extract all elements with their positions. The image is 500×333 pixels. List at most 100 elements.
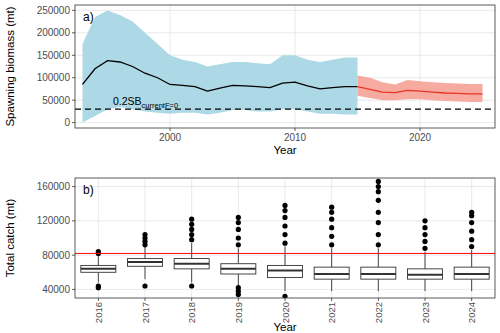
whisker-upper xyxy=(238,248,239,263)
tick xyxy=(72,32,75,33)
median xyxy=(221,268,256,270)
outlier xyxy=(189,232,194,237)
ribbon xyxy=(358,75,483,101)
outlier xyxy=(189,227,194,232)
outlier xyxy=(469,229,474,234)
box xyxy=(174,259,209,269)
plot-area xyxy=(75,10,495,122)
outlier xyxy=(469,220,474,225)
figure: 050000100000150000200000250000Spawning b… xyxy=(0,0,500,333)
tick xyxy=(170,128,171,131)
whisker-lower xyxy=(98,272,99,282)
tick xyxy=(285,298,286,301)
plot-background xyxy=(75,5,495,128)
tick xyxy=(295,128,296,131)
whisker-upper xyxy=(378,248,379,267)
outlier xyxy=(469,210,474,215)
outlier xyxy=(142,232,147,237)
box xyxy=(81,265,116,272)
outlier xyxy=(422,225,427,230)
outlier xyxy=(376,198,381,203)
outlier xyxy=(329,225,334,230)
whisker-upper xyxy=(471,250,472,267)
outlier xyxy=(189,222,194,227)
outlier xyxy=(376,179,381,184)
x-axis-title: Year xyxy=(273,321,296,333)
outlier xyxy=(376,232,381,237)
reference-line xyxy=(75,109,495,110)
plot-frame xyxy=(75,5,495,128)
tick-label: 2010 xyxy=(284,132,307,143)
tick xyxy=(72,255,75,256)
box xyxy=(408,269,443,279)
outlier xyxy=(236,220,241,225)
whisker-lower xyxy=(145,266,146,279)
reference-label-main: 0.2SB xyxy=(113,95,142,107)
outlier xyxy=(236,285,241,290)
tick xyxy=(98,298,99,301)
outlier xyxy=(329,234,334,239)
tick xyxy=(72,289,75,290)
tick xyxy=(238,298,239,301)
outlier xyxy=(329,205,334,210)
whisker-upper xyxy=(331,248,332,267)
outlier xyxy=(236,227,241,232)
outlier xyxy=(142,283,147,288)
outlier xyxy=(422,239,427,244)
grid-line xyxy=(98,178,99,298)
whisker-upper xyxy=(285,247,286,266)
ribbon xyxy=(83,10,358,122)
box xyxy=(454,267,489,279)
tick xyxy=(420,128,421,131)
median xyxy=(81,268,116,270)
tick xyxy=(72,186,75,187)
outlier xyxy=(376,184,381,189)
outlier xyxy=(469,237,474,242)
median xyxy=(454,273,489,275)
panel-label: b) xyxy=(83,183,94,197)
box xyxy=(361,267,396,279)
box xyxy=(128,259,163,267)
outlier xyxy=(329,210,334,215)
whisker-upper xyxy=(145,247,146,259)
grid-line xyxy=(75,10,495,11)
tick xyxy=(72,122,75,123)
whisker-lower xyxy=(191,269,192,283)
y-axis-title: Spawning biomass (mt) xyxy=(4,6,16,126)
plot-background xyxy=(75,178,495,298)
whisker-upper xyxy=(191,243,192,258)
outlier xyxy=(422,246,427,251)
whisker-lower xyxy=(331,279,332,291)
tick xyxy=(145,298,146,301)
median xyxy=(268,270,303,272)
outlier xyxy=(282,294,287,298)
tick-label: 2017 xyxy=(140,302,151,323)
outlier xyxy=(282,208,287,213)
outlier xyxy=(282,203,287,208)
box xyxy=(268,265,303,277)
tick-label: 2023 xyxy=(420,302,431,323)
tick-label: 2018 xyxy=(186,302,197,323)
series-line xyxy=(358,87,483,94)
outlier xyxy=(469,244,474,249)
outlier xyxy=(236,235,241,240)
tick xyxy=(331,298,332,301)
tick-label: 2016 xyxy=(93,302,104,323)
tick xyxy=(72,220,75,221)
outlier xyxy=(282,223,287,228)
median xyxy=(128,261,163,263)
tick-label: 160000 xyxy=(37,181,71,192)
whisker-lower xyxy=(425,279,426,291)
tick-label: 2022 xyxy=(373,302,384,323)
tick-label: 80000 xyxy=(42,250,70,261)
box xyxy=(221,264,256,274)
tick-label: 100000 xyxy=(37,72,71,83)
tick-label: 2021 xyxy=(326,302,337,323)
outlier xyxy=(189,283,194,288)
outlier xyxy=(282,241,287,246)
median xyxy=(361,273,396,275)
whisker-lower xyxy=(471,279,472,291)
tick-label: 120000 xyxy=(37,215,71,226)
median xyxy=(174,263,209,265)
tick-label: 2024 xyxy=(466,302,477,323)
